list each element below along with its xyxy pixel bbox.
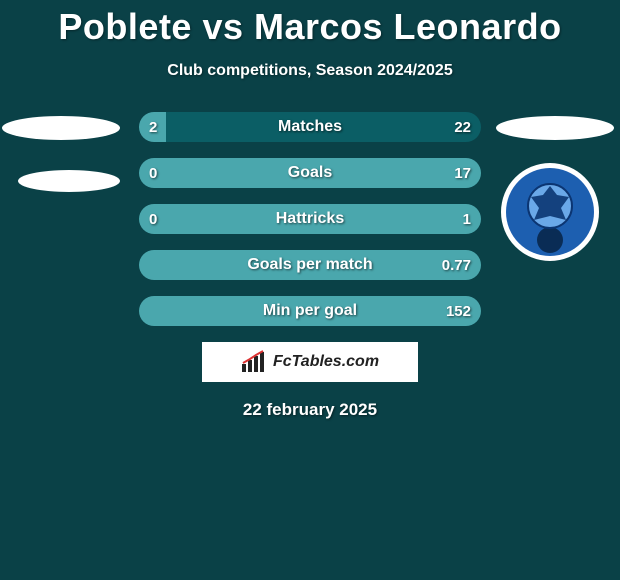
stat-row: 0Hattricks1 [139, 204, 481, 234]
stat-label: Matches [139, 112, 481, 142]
stat-row: 0Goals17 [139, 158, 481, 188]
club-crest-icon [500, 162, 600, 262]
stat-right-value: 0.77 [432, 250, 481, 280]
stat-row: 2Matches22 [139, 112, 481, 142]
stat-row: Goals per match0.77 [139, 250, 481, 280]
right-player-badge [496, 116, 614, 140]
left-player-badge-2 [18, 170, 120, 192]
stat-label: Goals [139, 158, 481, 188]
stat-right-value: 22 [444, 112, 481, 142]
brand-box: FcTables.com [202, 342, 418, 382]
subtitle: Club competitions, Season 2024/2025 [0, 62, 620, 80]
stat-right-value: 1 [453, 204, 481, 234]
date-text: 22 february 2025 [0, 400, 620, 420]
stat-right-value: 17 [444, 158, 481, 188]
left-player-badge-1 [2, 116, 120, 140]
stat-label: Min per goal [139, 296, 481, 326]
stat-label: Goals per match [139, 250, 481, 280]
brand-text: FcTables.com [273, 353, 379, 371]
stat-bars: 2Matches22 0Goals17 0Hattricks1 Goals per m… [139, 112, 481, 326]
comparison-stage: 2Matches22 0Goals17 0Hattricks1 Goals per m… [0, 112, 620, 326]
page-title: Poblete vs Marcos Leonardo [0, 0, 620, 48]
bars-icon [241, 350, 269, 374]
stat-row: Min per goal152 [139, 296, 481, 326]
stat-right-value: 152 [436, 296, 481, 326]
stat-label: Hattricks [139, 204, 481, 234]
